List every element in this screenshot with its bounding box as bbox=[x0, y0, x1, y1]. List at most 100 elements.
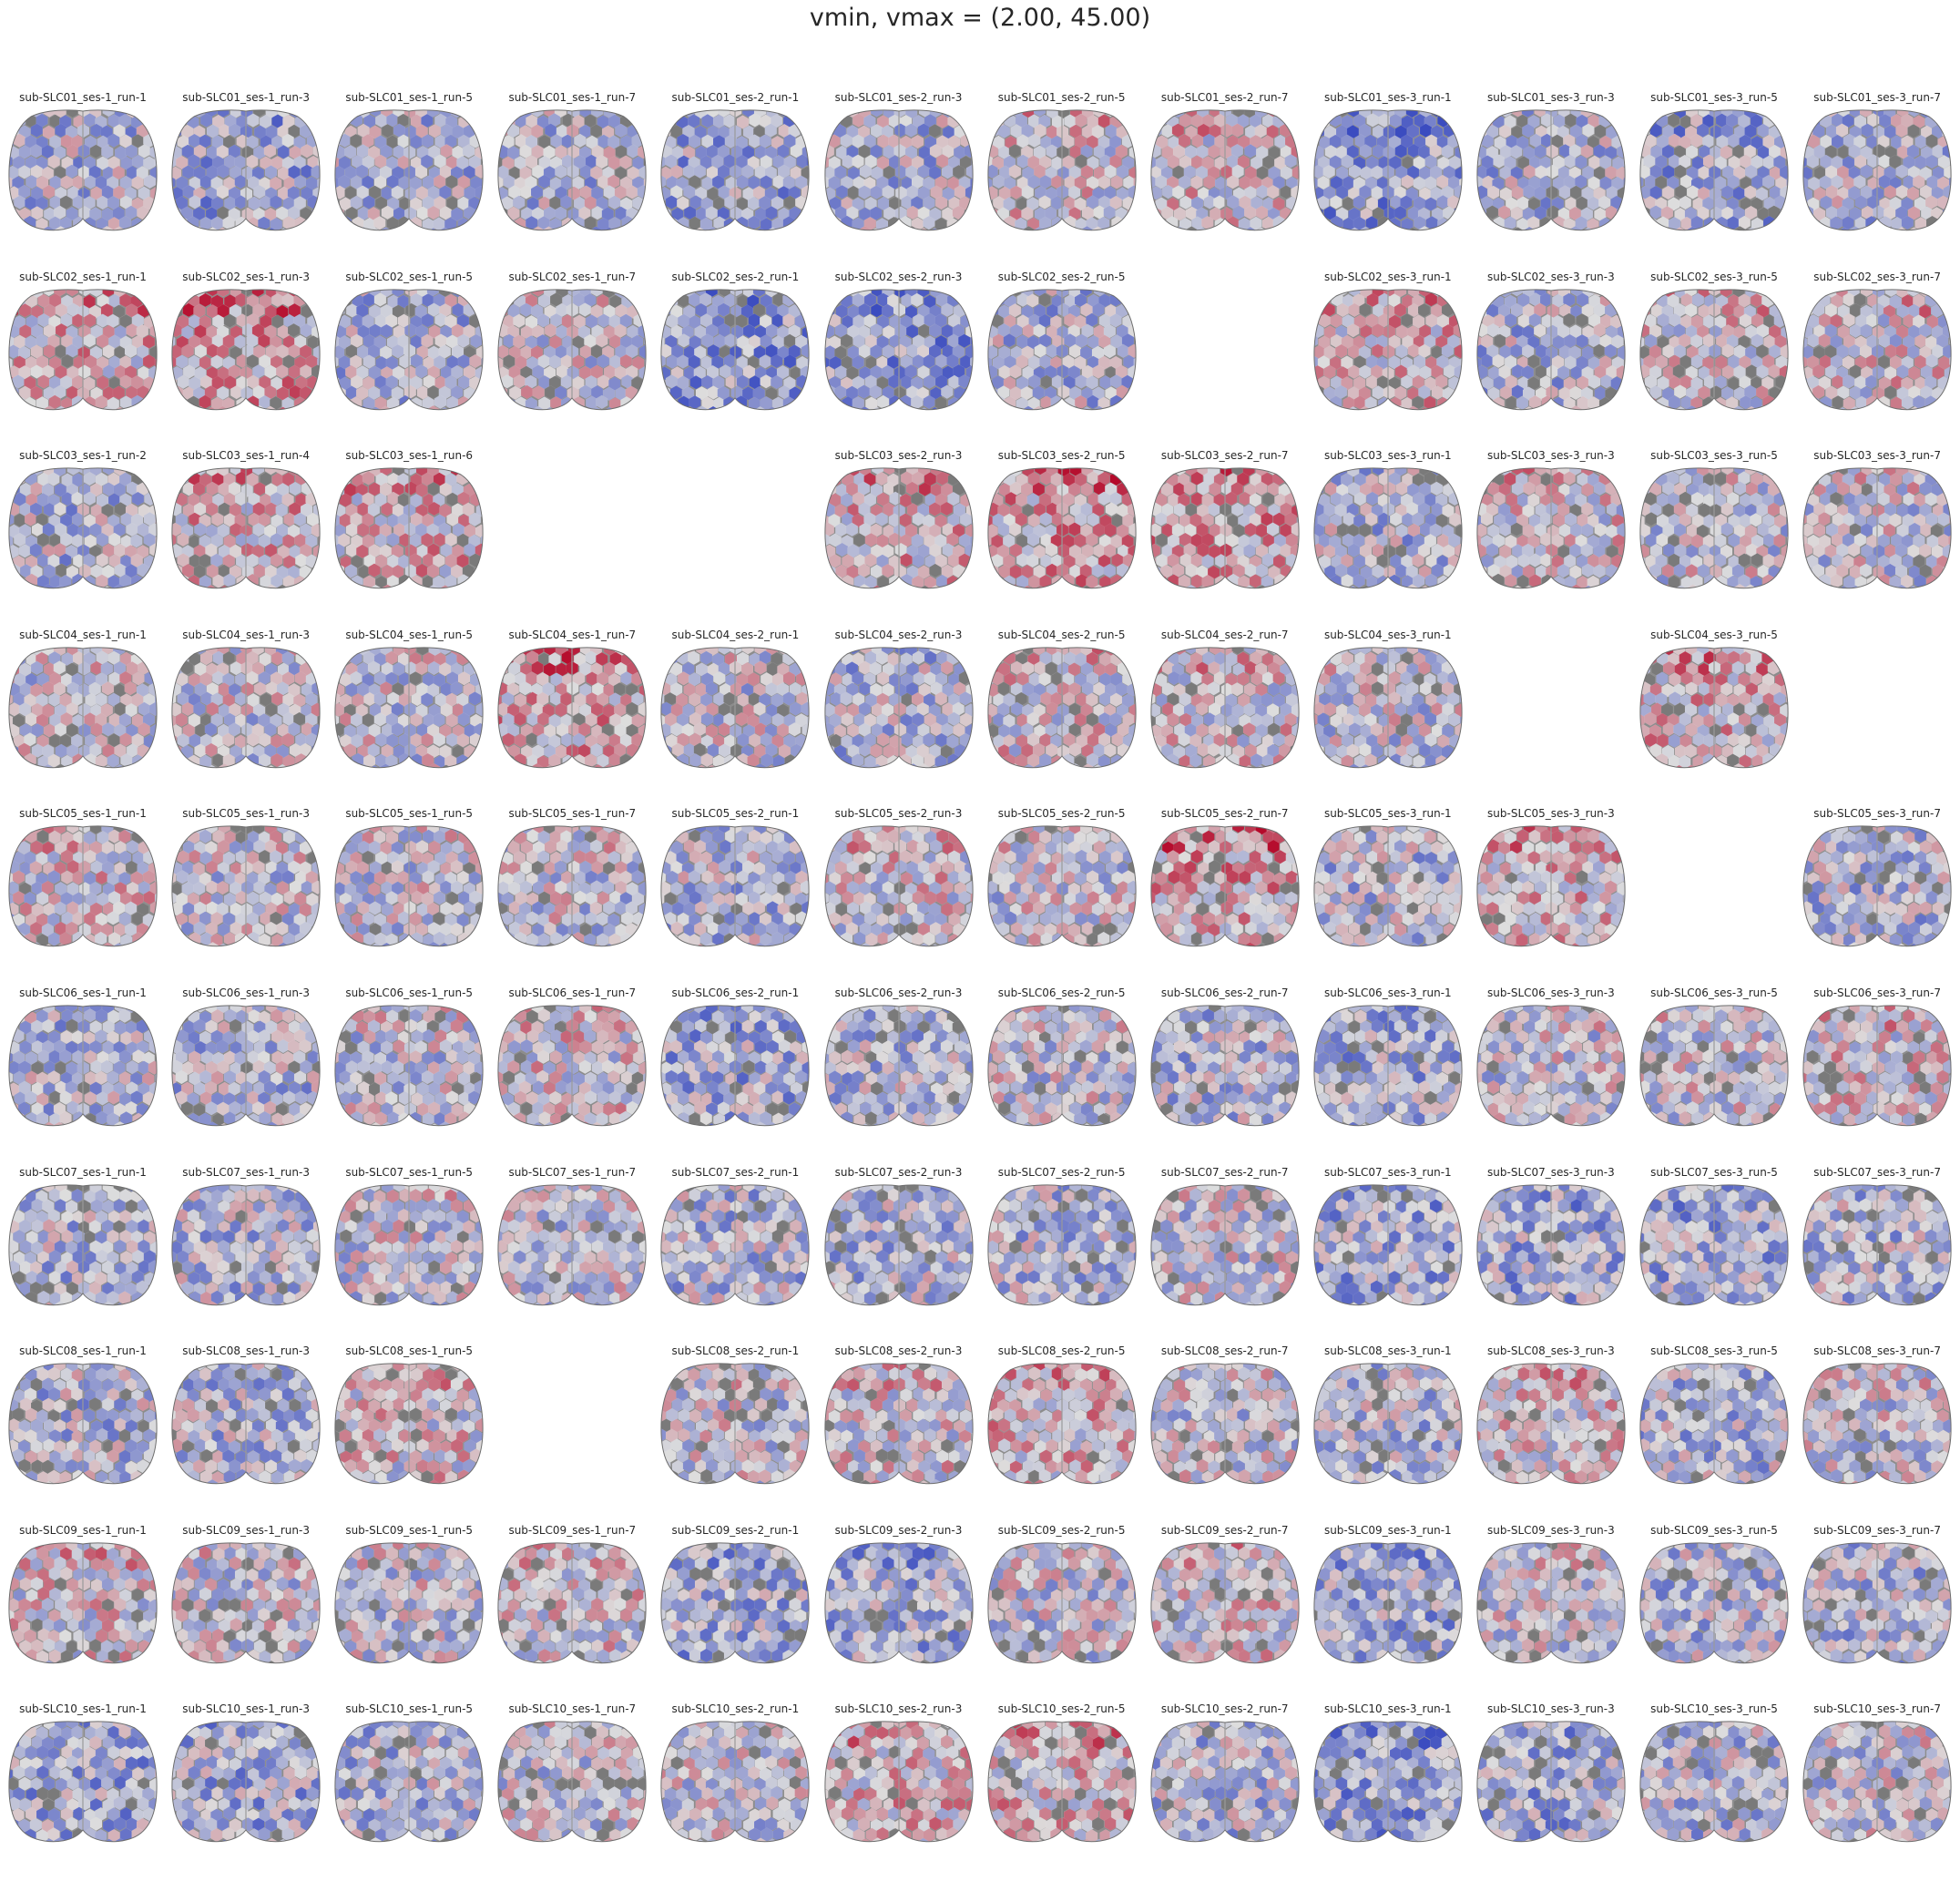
parcel bbox=[1709, 406, 1720, 412]
parcel bbox=[155, 293, 158, 307]
parcel bbox=[823, 287, 835, 298]
parcel bbox=[481, 134, 485, 148]
parcel bbox=[496, 292, 501, 306]
cortex-parcellation-map bbox=[986, 107, 1138, 233]
parcel bbox=[317, 313, 322, 327]
parcel bbox=[1057, 405, 1068, 413]
parcel bbox=[986, 218, 992, 231]
parcel bbox=[1949, 293, 1954, 307]
parcel bbox=[1123, 216, 1135, 230]
panel-title: sub-SLC01_ses-1_run-3 bbox=[158, 91, 334, 104]
parcel bbox=[282, 287, 294, 288]
parcel bbox=[496, 107, 497, 118]
parcel bbox=[1703, 107, 1715, 108]
parcel bbox=[1280, 107, 1291, 118]
parcel bbox=[346, 405, 358, 413]
parcel bbox=[1638, 208, 1639, 221]
parcel bbox=[1802, 107, 1808, 108]
parcel bbox=[170, 107, 176, 108]
parcel bbox=[726, 107, 738, 108]
parcel bbox=[1618, 287, 1627, 298]
parcel bbox=[627, 287, 638, 296]
parcel bbox=[1475, 287, 1486, 298]
parcel bbox=[1638, 227, 1639, 233]
parcel bbox=[801, 228, 811, 233]
panel-title: sub-SLC01_ses-2_run-5 bbox=[974, 91, 1150, 104]
parcel bbox=[1128, 228, 1138, 233]
cortex-parcellation-map bbox=[496, 287, 648, 413]
parcel bbox=[970, 314, 975, 328]
parcel bbox=[170, 218, 176, 231]
parcel bbox=[633, 395, 645, 409]
parcel bbox=[986, 287, 998, 298]
brain-map-panel: sub-SLC02_ses-3_run-5 bbox=[1638, 271, 1790, 449]
panel-title: sub-SLC01_ses-1_run-5 bbox=[321, 91, 497, 104]
parcel bbox=[300, 405, 311, 413]
parcel bbox=[1476, 107, 1488, 118]
parcel bbox=[802, 287, 811, 297]
parcel bbox=[1623, 293, 1627, 307]
parcel bbox=[1460, 216, 1464, 230]
parcel bbox=[992, 107, 1004, 108]
parcel bbox=[497, 227, 509, 233]
parcel bbox=[965, 407, 975, 413]
parcel bbox=[1455, 124, 1464, 138]
parcel bbox=[1442, 406, 1454, 413]
parcel bbox=[645, 397, 648, 411]
parcel bbox=[132, 287, 144, 288]
parcel bbox=[1890, 107, 1902, 108]
panel-title: sub-SLC03_ses-1_run-2 bbox=[0, 449, 171, 462]
parcel bbox=[1390, 287, 1402, 288]
parcel bbox=[1565, 107, 1577, 108]
cortex-parcellation-map bbox=[1312, 107, 1464, 233]
parcel bbox=[483, 375, 485, 389]
parcel bbox=[1770, 407, 1781, 413]
parcel bbox=[1812, 406, 1824, 412]
parcel bbox=[731, 228, 743, 233]
parcel bbox=[970, 107, 975, 108]
parcel bbox=[959, 395, 971, 409]
parcel bbox=[1787, 314, 1790, 328]
parcel bbox=[1638, 395, 1646, 409]
parcel bbox=[1149, 107, 1157, 108]
parcel bbox=[20, 228, 32, 233]
parcel bbox=[1639, 287, 1651, 298]
parcel bbox=[972, 376, 975, 390]
parcel bbox=[170, 287, 182, 298]
parcel bbox=[1612, 218, 1624, 231]
parcel bbox=[1802, 229, 1813, 234]
parcel bbox=[318, 395, 322, 409]
parcel bbox=[1516, 287, 1528, 288]
parcel bbox=[1843, 107, 1855, 108]
parcel bbox=[1454, 228, 1464, 233]
parcel bbox=[1873, 407, 1885, 413]
parcel bbox=[986, 386, 987, 400]
parcel bbox=[1475, 366, 1476, 380]
parcel bbox=[1149, 226, 1150, 233]
parcel bbox=[1638, 107, 1645, 108]
parcel bbox=[1135, 375, 1138, 389]
parcel bbox=[953, 227, 965, 233]
parcel bbox=[1931, 287, 1943, 296]
parcel bbox=[170, 287, 178, 288]
parcel bbox=[25, 107, 36, 108]
parcel bbox=[549, 287, 561, 288]
parcel bbox=[1123, 287, 1135, 288]
parcel bbox=[823, 396, 829, 410]
parcel bbox=[1751, 287, 1762, 288]
parcel bbox=[143, 107, 155, 108]
parcel bbox=[659, 314, 664, 328]
cortex-parcellation-map bbox=[659, 107, 811, 233]
parcel bbox=[1160, 107, 1172, 118]
parcel bbox=[306, 396, 318, 410]
parcel bbox=[1638, 287, 1645, 288]
parcel bbox=[986, 107, 993, 108]
parcel bbox=[1786, 134, 1790, 148]
parcel bbox=[496, 394, 503, 408]
parcel bbox=[496, 207, 497, 220]
parcel bbox=[1622, 313, 1627, 327]
parcel bbox=[986, 396, 992, 410]
parcel bbox=[1638, 185, 1639, 199]
parcel bbox=[644, 196, 648, 210]
